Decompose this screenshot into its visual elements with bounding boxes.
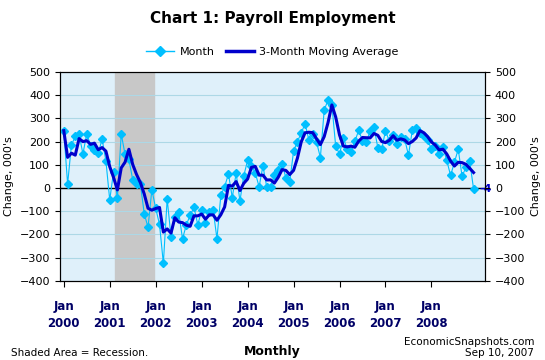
- Text: 2001: 2001: [94, 317, 126, 330]
- Month: [325, 98, 331, 102]
- Text: Jan: Jan: [53, 300, 74, 313]
- Month: [102, 159, 109, 163]
- Text: 2006: 2006: [323, 317, 356, 330]
- Text: Jan: Jan: [237, 300, 258, 313]
- 3-Month Moving Average: [421, 131, 427, 135]
- Line: 3-Month Moving Average: 3-Month Moving Average: [64, 105, 474, 233]
- 3-Month Moving Average: [329, 103, 335, 107]
- Text: 2002: 2002: [140, 317, 172, 330]
- Text: 2000: 2000: [47, 317, 80, 330]
- Text: Jan: Jan: [99, 300, 120, 313]
- Text: Jan: Jan: [191, 300, 212, 313]
- 3-Month Moving Average: [60, 129, 67, 133]
- 3-Month Moving Average: [125, 147, 132, 152]
- Y-axis label: Change, 000's: Change, 000's: [531, 136, 541, 216]
- Text: Jan: Jan: [375, 300, 396, 313]
- Text: Chart 1: Payroll Employment: Chart 1: Payroll Employment: [150, 11, 395, 26]
- Month: [256, 185, 262, 189]
- Month: [428, 147, 435, 152]
- Month: [393, 142, 400, 147]
- Text: Shaded Area = Recession.: Shaded Area = Recession.: [11, 348, 148, 358]
- Month: [421, 134, 427, 139]
- Bar: [116, 72, 154, 281]
- Month: [60, 129, 67, 133]
- 3-Month Moving Average: [168, 231, 174, 235]
- Text: 2004: 2004: [231, 317, 264, 330]
- Text: Jan: Jan: [283, 300, 304, 313]
- Text: 2003: 2003: [185, 317, 218, 330]
- Month: [125, 157, 132, 162]
- Text: EconomicSnapshots.com
Sep 10, 2007: EconomicSnapshots.com Sep 10, 2007: [404, 337, 534, 358]
- 3-Month Moving Average: [256, 173, 262, 177]
- Text: Jan: Jan: [421, 300, 442, 313]
- Text: Jan: Jan: [329, 300, 350, 313]
- Text: Monthly: Monthly: [244, 345, 301, 358]
- Legend: Month, 3-Month Moving Average: Month, 3-Month Moving Average: [142, 42, 403, 61]
- Text: -4: -4: [479, 184, 492, 194]
- 3-Month Moving Average: [393, 138, 400, 142]
- Text: Jan: Jan: [146, 300, 166, 313]
- Y-axis label: Change, 000's: Change, 000's: [4, 136, 14, 216]
- Text: 2005: 2005: [277, 317, 310, 330]
- 3-Month Moving Average: [102, 149, 109, 153]
- Text: 2008: 2008: [415, 317, 448, 330]
- Month: [470, 187, 477, 191]
- Text: 2007: 2007: [369, 317, 402, 330]
- Line: Month: Month: [61, 97, 476, 266]
- 3-Month Moving Average: [470, 170, 477, 175]
- 3-Month Moving Average: [428, 140, 435, 144]
- Month: [160, 261, 167, 266]
